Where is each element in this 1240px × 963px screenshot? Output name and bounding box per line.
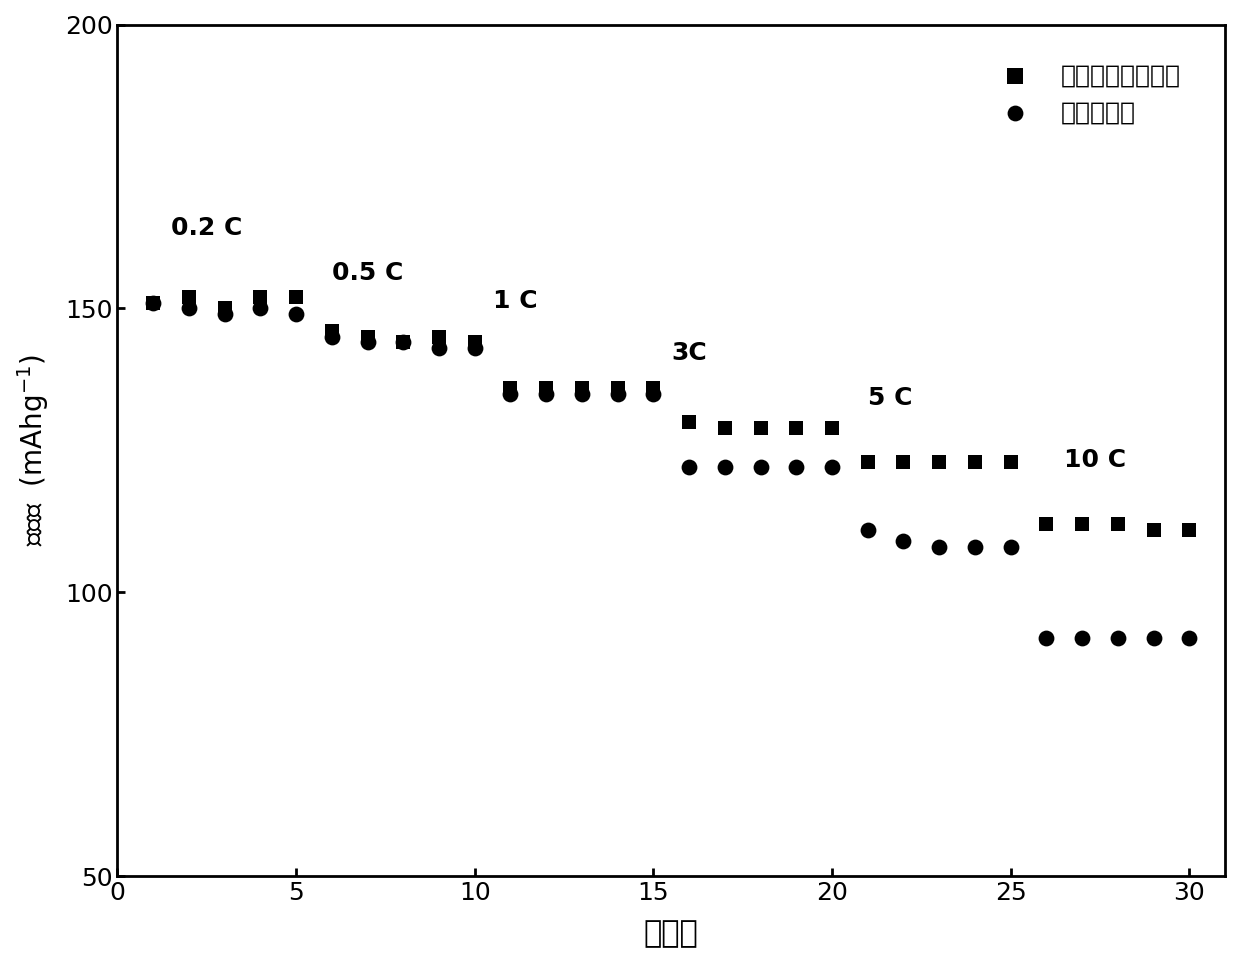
Text: 1 C: 1 C bbox=[492, 290, 537, 313]
铝箔集流体 bbox=[143, 295, 162, 310]
石墨烯铝箔集流体 bbox=[929, 454, 949, 469]
铝箔集流体 bbox=[1073, 630, 1092, 645]
石墨烯铝箔集流体 bbox=[1001, 454, 1021, 469]
石墨烯铝箔集流体 bbox=[608, 380, 627, 396]
铝箔集流体 bbox=[250, 300, 270, 316]
Text: 5 C: 5 C bbox=[868, 386, 913, 410]
石墨烯铝箔集流体 bbox=[680, 414, 699, 429]
铝箔集流体 bbox=[1037, 630, 1056, 645]
铝箔集流体 bbox=[786, 459, 806, 475]
铝箔集流体 bbox=[429, 341, 449, 356]
Text: 3C: 3C bbox=[671, 341, 707, 365]
铝箔集流体 bbox=[357, 335, 377, 351]
石墨烯铝箔集流体 bbox=[322, 324, 342, 339]
石墨烯铝箔集流体 bbox=[894, 454, 914, 469]
铝箔集流体 bbox=[750, 459, 770, 475]
石墨烯铝箔集流体 bbox=[215, 300, 234, 316]
铝箔集流体 bbox=[536, 386, 556, 402]
石墨烯铝箔集流体 bbox=[822, 420, 842, 435]
石墨烯铝箔集流体 bbox=[143, 295, 162, 310]
石墨烯铝箔集流体 bbox=[644, 380, 663, 396]
石墨烯铝箔集流体 bbox=[1179, 522, 1199, 537]
石墨烯铝箔集流体 bbox=[501, 380, 521, 396]
石墨烯铝箔集流体 bbox=[965, 454, 985, 469]
铝箔集流体 bbox=[465, 341, 485, 356]
石墨烯铝箔集流体 bbox=[357, 329, 377, 345]
Legend: 石墨烯铝箔集流体, 铝箔集流体: 石墨烯铝箔集流体, 铝箔集流体 bbox=[981, 54, 1190, 135]
石墨烯铝箔集流体 bbox=[250, 289, 270, 304]
铝箔集流体 bbox=[680, 459, 699, 475]
铝箔集流体 bbox=[1107, 630, 1127, 645]
Text: 0.5 C: 0.5 C bbox=[332, 261, 403, 285]
铝箔集流体 bbox=[1143, 630, 1163, 645]
铝箔集流体 bbox=[929, 539, 949, 555]
石墨烯铝箔集流体 bbox=[572, 380, 591, 396]
铝箔集流体 bbox=[286, 306, 306, 322]
铝箔集流体 bbox=[894, 534, 914, 549]
Text: 10 C: 10 C bbox=[1064, 449, 1126, 473]
铝箔集流体 bbox=[822, 459, 842, 475]
铝箔集流体 bbox=[393, 335, 413, 351]
石墨烯铝箔集流体 bbox=[393, 335, 413, 351]
铝箔集流体 bbox=[644, 386, 663, 402]
Text: 0.2 C: 0.2 C bbox=[171, 216, 242, 240]
铝箔集流体 bbox=[179, 300, 198, 316]
石墨烯铝箔集流体 bbox=[179, 289, 198, 304]
铝箔集流体 bbox=[215, 306, 234, 322]
铝箔集流体 bbox=[965, 539, 985, 555]
铝箔集流体 bbox=[858, 522, 878, 537]
铝箔集流体 bbox=[501, 386, 521, 402]
石墨烯铝箔集流体 bbox=[1073, 516, 1092, 532]
石墨烯铝箔集流体 bbox=[286, 289, 306, 304]
石墨烯铝箔集流体 bbox=[750, 420, 770, 435]
石墨烯铝箔集流体 bbox=[786, 420, 806, 435]
铝箔集流体 bbox=[1001, 539, 1021, 555]
Y-axis label: 比容量  $(\mathrm{mAhg^{-1}})$: 比容量 $(\mathrm{mAhg^{-1}})$ bbox=[15, 354, 51, 546]
铝箔集流体 bbox=[572, 386, 591, 402]
石墨烯铝箔集流体 bbox=[1037, 516, 1056, 532]
铝箔集流体 bbox=[1179, 630, 1199, 645]
石墨烯铝箔集流体 bbox=[715, 420, 735, 435]
铝箔集流体 bbox=[608, 386, 627, 402]
铝箔集流体 bbox=[715, 459, 735, 475]
石墨烯铝箔集流体 bbox=[858, 454, 878, 469]
铝箔集流体 bbox=[322, 329, 342, 345]
石墨烯铝箔集流体 bbox=[536, 380, 556, 396]
石墨烯铝箔集流体 bbox=[429, 329, 449, 345]
石墨烯铝箔集流体 bbox=[1107, 516, 1127, 532]
石墨烯铝箔集流体 bbox=[465, 335, 485, 351]
X-axis label: 循环数: 循环数 bbox=[644, 919, 698, 948]
石墨烯铝箔集流体 bbox=[1143, 522, 1163, 537]
